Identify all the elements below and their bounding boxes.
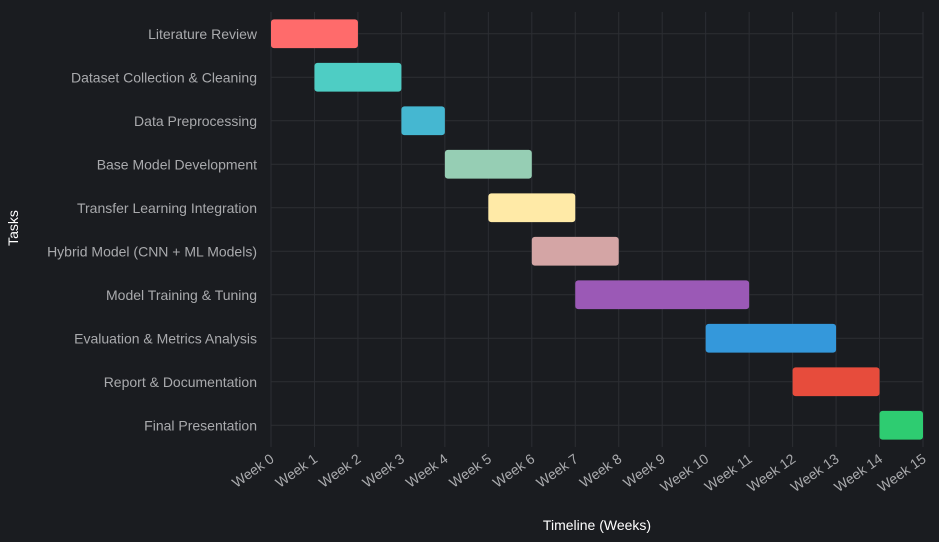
y-tick-label: Model Training & Tuning bbox=[106, 287, 257, 303]
y-tick-label: Base Model Development bbox=[97, 156, 257, 172]
gantt-bar bbox=[531, 236, 619, 266]
y-tick-label: Dataset Collection & Cleaning bbox=[71, 69, 257, 85]
y-tick-label: Evaluation & Metrics Analysis bbox=[74, 330, 257, 346]
y-tick-label: Transfer Learning Integration bbox=[77, 200, 257, 216]
gantt-bar bbox=[575, 280, 750, 310]
x-tick-label: Week 12 bbox=[744, 450, 798, 495]
x-tick-label: Week 7 bbox=[533, 450, 581, 490]
y-tick-label: Final Presentation bbox=[144, 417, 257, 433]
gantt-bar bbox=[271, 19, 358, 49]
x-axis-title: Timeline (Weeks) bbox=[543, 517, 651, 533]
bars bbox=[271, 19, 923, 440]
x-tick-label: Week 10 bbox=[657, 450, 711, 495]
gantt-bar bbox=[444, 149, 532, 179]
y-axis-title: Tasks bbox=[5, 210, 21, 246]
x-tick-label: Week 4 bbox=[403, 450, 451, 490]
y-tick-labels: Literature Review Dataset Collection & Cl… bbox=[47, 26, 258, 434]
x-tick-label: Week 13 bbox=[788, 450, 842, 495]
gantt-bar bbox=[705, 323, 837, 353]
gantt-bar bbox=[401, 106, 445, 136]
gantt-bar bbox=[314, 62, 402, 92]
x-tick-label: Week 1 bbox=[272, 450, 320, 490]
x-tick-label: Week 0 bbox=[229, 450, 277, 490]
x-tick-label: Week 8 bbox=[577, 450, 625, 490]
y-tick-label: Hybrid Model (CNN + ML Models) bbox=[47, 243, 257, 259]
y-tick-label: Literature Review bbox=[148, 26, 258, 42]
gantt-bar bbox=[792, 367, 880, 397]
gantt-bar bbox=[879, 410, 923, 440]
y-tick-label: Data Preprocessing bbox=[134, 113, 257, 129]
gantt-bar bbox=[488, 193, 576, 223]
x-tick-label: Week 15 bbox=[874, 450, 928, 495]
x-tick-label: Week 2 bbox=[316, 450, 364, 490]
y-tick-label: Report & Documentation bbox=[104, 374, 257, 390]
x-tick-label: Week 3 bbox=[359, 450, 407, 490]
x-tick-label: Week 14 bbox=[831, 450, 885, 495]
x-tick-label: Week 5 bbox=[446, 450, 494, 490]
x-tick-label: Week 11 bbox=[701, 450, 755, 494]
x-tick-label: Week 6 bbox=[490, 450, 538, 490]
